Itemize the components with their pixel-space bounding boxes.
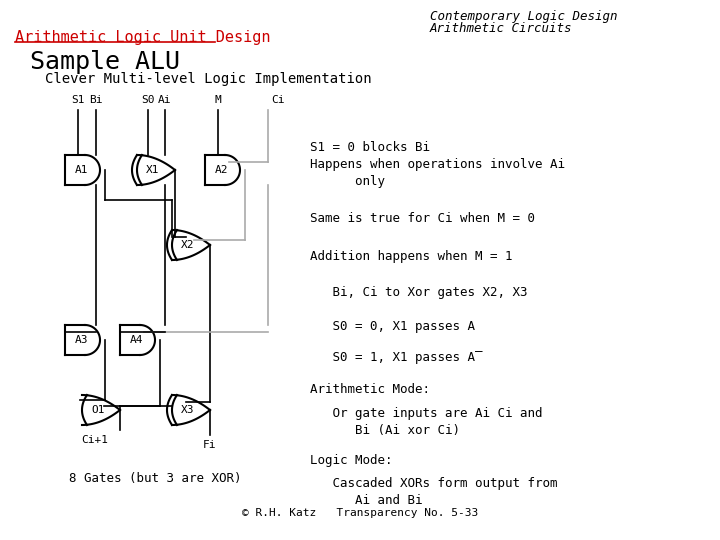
Text: A2: A2 [215,165,229,175]
Text: 8 Gates (but 3 are XOR): 8 Gates (but 3 are XOR) [68,472,241,485]
Text: Clever Multi-level Logic Implementation: Clever Multi-level Logic Implementation [45,72,372,86]
Text: S0 = 0, X1 passes A: S0 = 0, X1 passes A [310,320,475,333]
Text: X2: X2 [181,240,194,250]
Text: Same is true for Ci when M = 0: Same is true for Ci when M = 0 [310,212,535,225]
Text: Contemporary Logic Design: Contemporary Logic Design [430,10,618,23]
Text: Arithmetic Mode:: Arithmetic Mode: [310,383,430,396]
Text: M: M [215,95,221,105]
Text: S0 = 1, X1 passes A̅: S0 = 1, X1 passes A̅ [310,351,482,364]
Text: Ci+1: Ci+1 [81,435,109,445]
Text: A3: A3 [76,335,89,345]
Text: Addition happens when M = 1: Addition happens when M = 1 [310,250,513,263]
Text: Cascaded XORs form output from
      Ai and Bi: Cascaded XORs form output from Ai and Bi [310,477,557,508]
Text: © R.H. Katz   Transparency No. 5-33: © R.H. Katz Transparency No. 5-33 [242,508,478,518]
Text: Arithmetic Logic Unit Design: Arithmetic Logic Unit Design [15,30,271,45]
Text: Logic Mode:: Logic Mode: [310,454,392,467]
Text: S0: S0 [141,95,155,105]
Text: Or gate inputs are Ai Ci and
      Bi (Ai xor Ci): Or gate inputs are Ai Ci and Bi (Ai xor … [310,407,542,437]
Text: S1: S1 [71,95,85,105]
Text: O1: O1 [91,405,104,415]
Text: A1: A1 [76,165,89,175]
Text: Ci: Ci [271,95,284,105]
Text: Arithmetic Circuits: Arithmetic Circuits [430,22,572,35]
Text: Ai: Ai [158,95,172,105]
Text: Fi: Fi [203,440,217,450]
Text: X3: X3 [181,405,194,415]
Text: A4: A4 [130,335,144,345]
Text: Bi, Ci to Xor gates X2, X3: Bi, Ci to Xor gates X2, X3 [310,286,528,299]
Text: X1: X1 [146,165,160,175]
Text: Bi: Bi [89,95,103,105]
Text: Sample ALU: Sample ALU [30,50,180,74]
Text: S1 = 0 blocks Bi
Happens when operations involve Ai
      only: S1 = 0 blocks Bi Happens when operations… [310,141,565,188]
